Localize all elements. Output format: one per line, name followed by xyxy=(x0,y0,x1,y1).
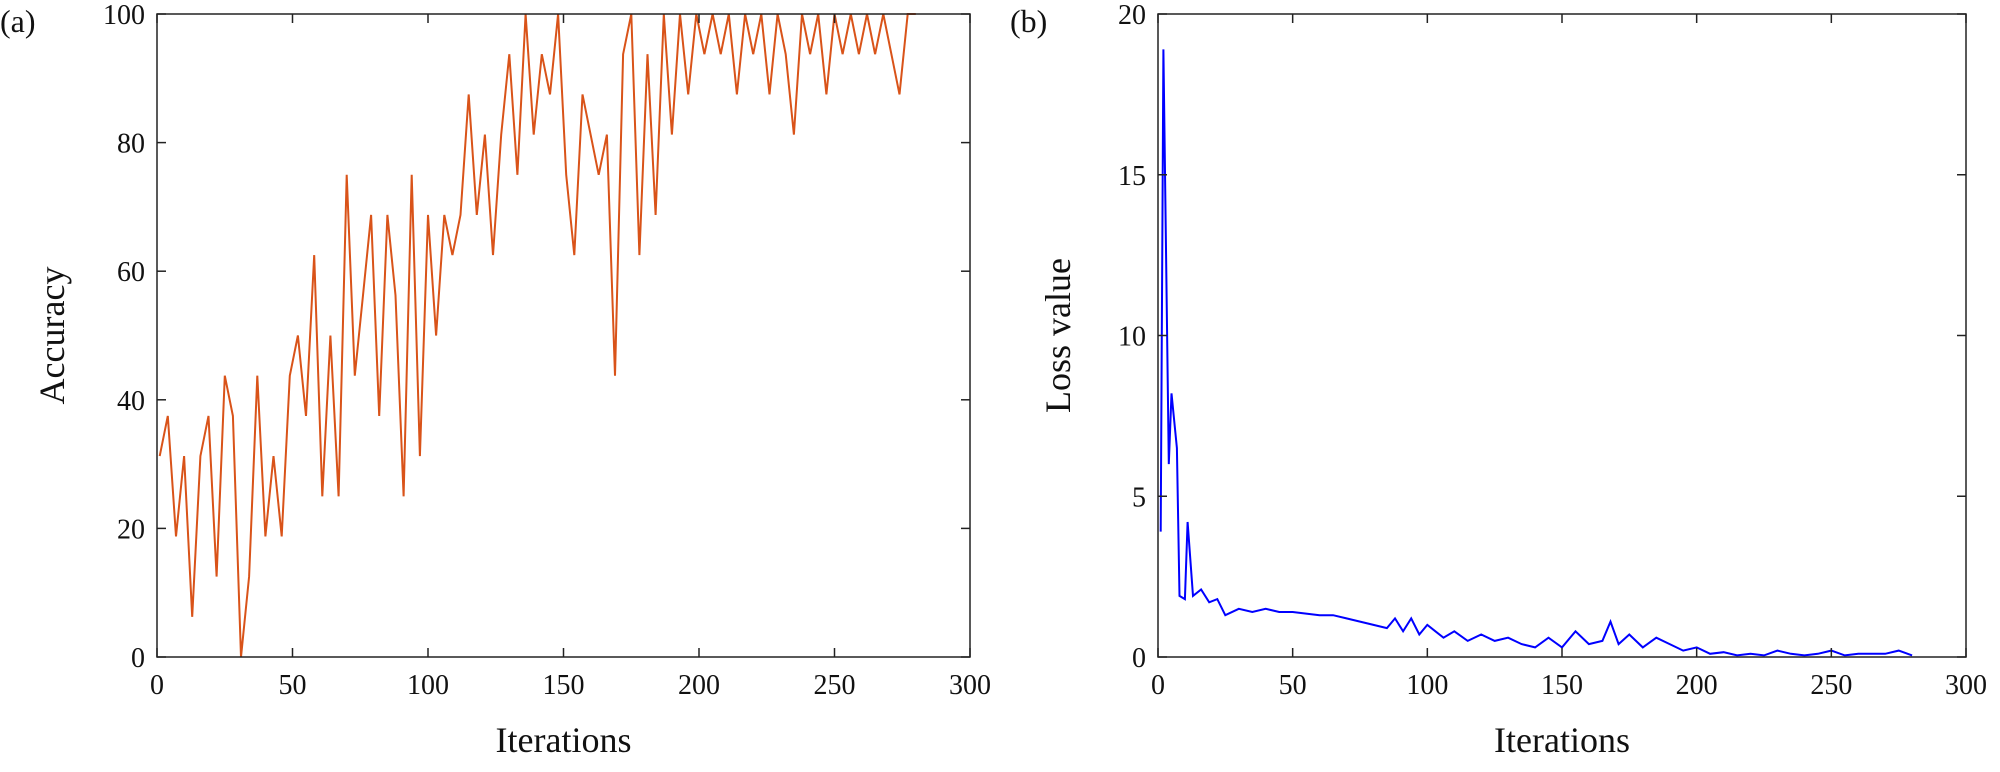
y-tick-label: 40 xyxy=(117,386,145,417)
y-tick-label: 20 xyxy=(117,514,145,545)
y-tick-label: 10 xyxy=(1118,322,1146,353)
y-tick-label: 0 xyxy=(131,643,145,674)
axes-box xyxy=(1157,13,1967,658)
y-tick-label: 60 xyxy=(117,257,145,288)
y-tick-label: 0 xyxy=(1132,643,1146,674)
x-tick-label: 100 xyxy=(407,670,449,701)
x-tick-label: 250 xyxy=(1810,670,1852,701)
data-line xyxy=(1159,49,1913,657)
x-tick-label: 100 xyxy=(1406,670,1448,701)
x-tick-label: 0 xyxy=(150,670,164,701)
y-tick-label: 80 xyxy=(117,129,145,160)
panel-label: (b) xyxy=(1010,3,1047,39)
y-tick-label: 100 xyxy=(103,0,145,31)
y-tick-label: 15 xyxy=(1118,161,1146,192)
y-axis-title: Accuracy xyxy=(32,267,72,405)
x-tick-label: 250 xyxy=(814,670,856,701)
x-tick-label: 200 xyxy=(678,670,720,701)
x-tick-label: 300 xyxy=(949,670,991,701)
y-tick-label: 20 xyxy=(1118,0,1146,31)
x-tick-label: 0 xyxy=(1151,670,1165,701)
panel-label: (a) xyxy=(0,3,36,39)
y-axis-title: Loss value xyxy=(1038,258,1078,413)
x-tick-label: 50 xyxy=(1279,670,1307,701)
x-tick-label: 50 xyxy=(279,670,307,701)
x-axis-title: Iterations xyxy=(1494,720,1630,760)
x-tick-label: 150 xyxy=(1541,670,1583,701)
x-tick-label: 200 xyxy=(1676,670,1718,701)
data-line xyxy=(158,13,916,658)
x-tick-label: 300 xyxy=(1945,670,1987,701)
y-tick-label: 5 xyxy=(1132,482,1146,513)
x-tick-label: 150 xyxy=(543,670,585,701)
x-axis-title: Iterations xyxy=(496,720,632,760)
